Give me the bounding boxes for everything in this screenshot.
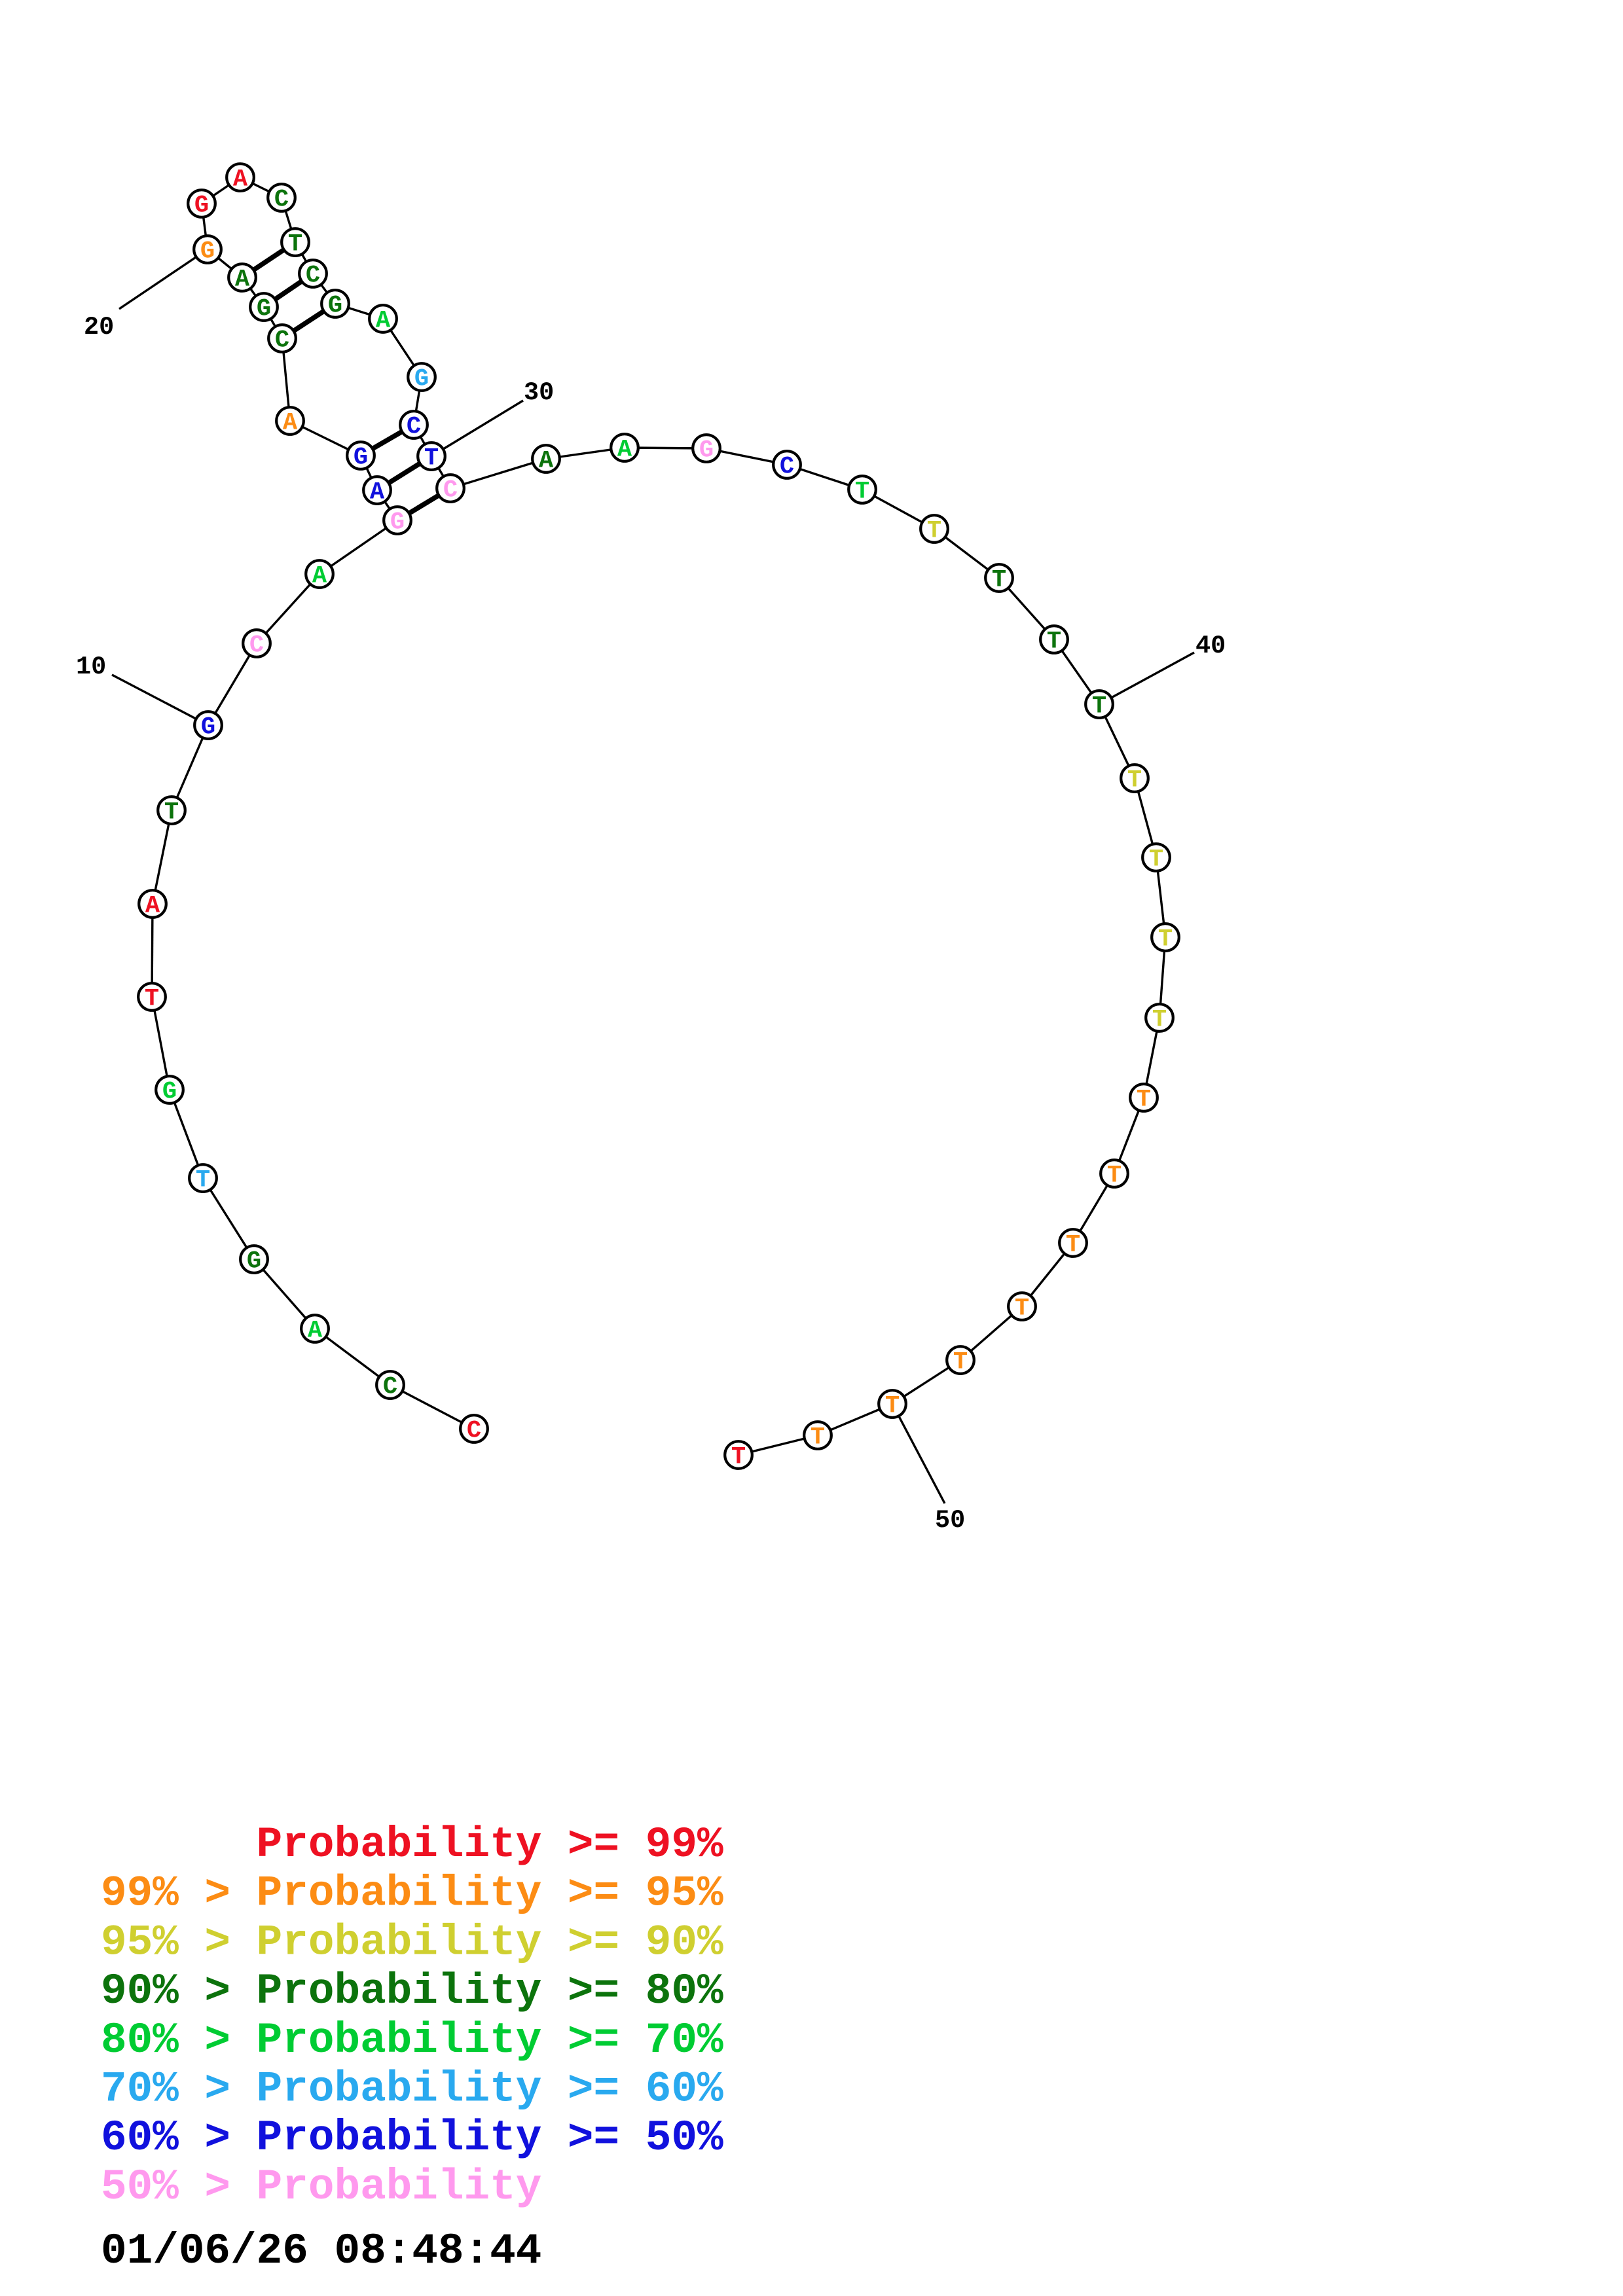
svg-text:20: 20 [84,313,114,342]
svg-text:G: G [390,509,405,537]
svg-text:C: C [274,187,289,214]
svg-text:C: C [383,1374,397,1401]
svg-text:T: T [1158,926,1173,954]
svg-text:A: A [308,1318,323,1345]
svg-text:T: T [145,986,159,1013]
svg-text:Probability >= 99%: Probability >= 99% [101,1820,723,1869]
svg-text:C: C [780,454,794,481]
svg-text:50% > Probability: 50% > Probability [101,2162,541,2212]
svg-text:T: T [855,478,869,506]
svg-text:C: C [249,632,264,660]
svg-text:10: 10 [76,653,106,681]
svg-text:A: A [312,563,327,590]
svg-text:A: A [376,308,391,335]
svg-text:G: G [194,192,209,220]
svg-text:T: T [164,799,179,827]
svg-text:T: T [1149,846,1163,874]
svg-text:C: C [467,1418,481,1445]
svg-text:40: 40 [1195,632,1226,660]
svg-text:A: A [370,479,385,507]
svg-text:90% > Probability >= 80%: 90% > Probability >= 80% [101,1967,723,2016]
svg-text:G: G [354,444,368,472]
svg-text:T: T [927,518,941,545]
svg-text:T: T [196,1167,210,1194]
svg-text:A: A [235,266,250,294]
svg-text:G: G [414,366,429,393]
svg-text:G: G [247,1248,261,1276]
svg-text:A: A [539,448,554,475]
svg-text:G: G [200,238,215,266]
svg-text:80% > Probability >= 70%: 80% > Probability >= 70% [101,2016,723,2065]
svg-text:T: T [1152,1007,1167,1034]
svg-text:T: T [1107,1162,1122,1190]
svg-text:99% > Probability >= 95%: 99% > Probability >= 95% [101,1869,723,1918]
svg-text:C: C [443,477,458,505]
svg-text:G: G [699,437,714,465]
svg-text:01/06/26 08:48:44: 01/06/26 08:48:44 [101,2227,541,2276]
svg-text:T: T [1047,628,1061,656]
svg-text:T: T [953,1349,968,1376]
svg-text:T: T [424,445,439,473]
svg-text:G: G [257,296,271,323]
svg-text:A: A [145,893,160,920]
svg-text:T: T [731,1444,746,1471]
svg-text:60% > Probability >= 50%: 60% > Probability >= 50% [101,2113,723,2162]
svg-text:G: G [201,714,215,742]
svg-text:50: 50 [935,1506,965,1535]
svg-text:A: A [617,437,632,464]
svg-text:T: T [992,567,1006,594]
svg-text:A: A [233,166,248,194]
svg-text:T: T [811,1424,825,1452]
svg-text:C: C [275,327,289,355]
svg-text:T: T [1092,693,1106,721]
svg-text:G: G [328,293,342,320]
svg-text:T: T [1127,767,1142,795]
svg-text:T: T [885,1393,900,1420]
svg-text:A: A [283,410,298,437]
svg-text:T: T [1015,1295,1029,1323]
svg-text:30: 30 [524,378,554,407]
svg-text:T: T [1137,1086,1151,1114]
svg-text:95% > Probability >= 90%: 95% > Probability >= 90% [101,1918,723,1967]
svg-text:C: C [407,414,421,441]
svg-text:C: C [306,262,320,290]
svg-text:70% > Probability >= 60%: 70% > Probability >= 60% [101,2065,723,2114]
svg-text:T: T [1066,1232,1080,1259]
svg-text:T: T [288,231,302,259]
svg-text:G: G [162,1079,177,1106]
